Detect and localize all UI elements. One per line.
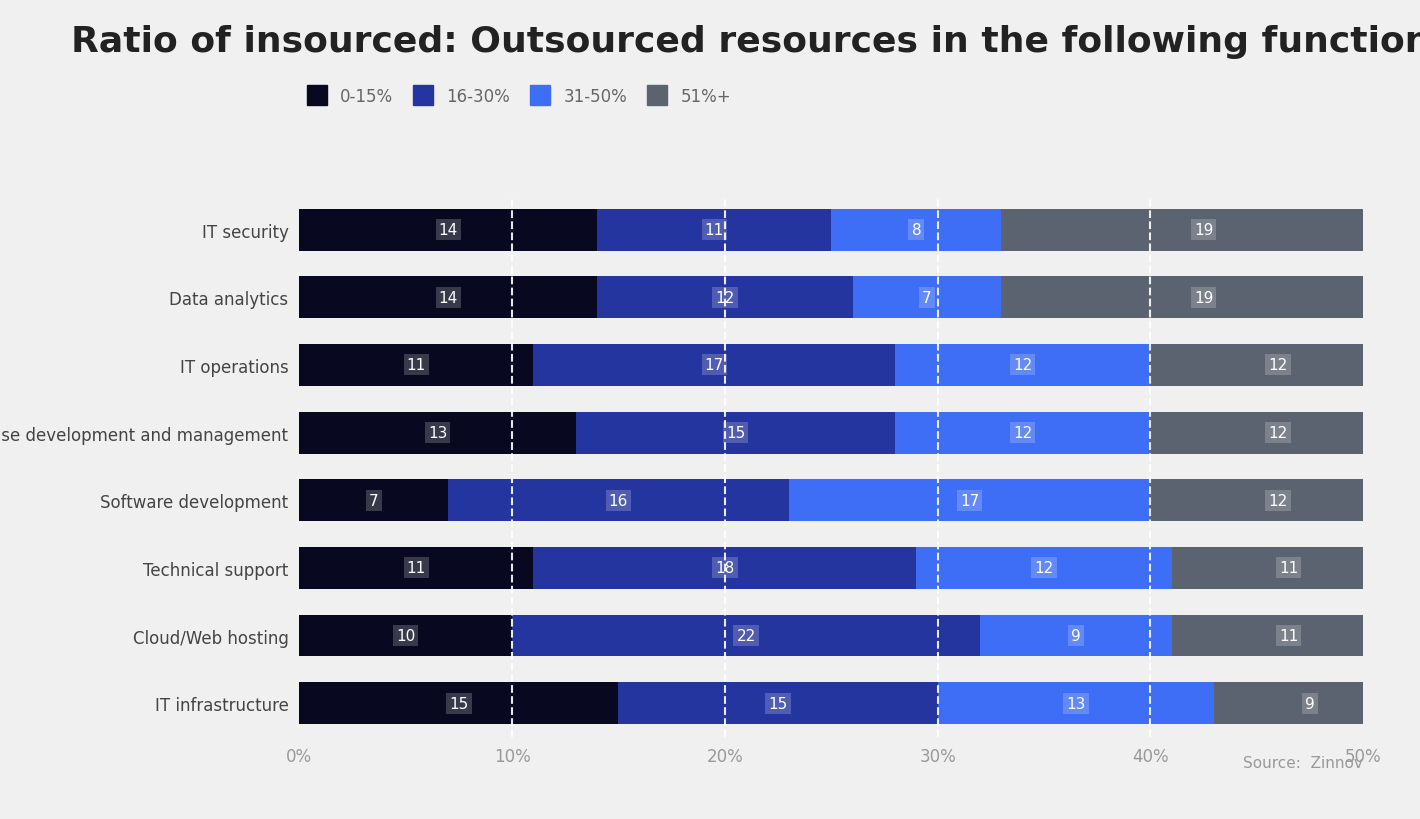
Text: 12: 12: [1268, 493, 1288, 508]
Bar: [980, 615, 1172, 657]
Text: 14: 14: [439, 223, 457, 238]
Bar: [1150, 480, 1406, 522]
Text: 8: 8: [912, 223, 922, 238]
Bar: [300, 210, 598, 251]
Bar: [598, 210, 831, 251]
Text: 17: 17: [960, 493, 980, 508]
Text: 19: 19: [1194, 291, 1213, 305]
Bar: [513, 615, 980, 657]
Text: 11: 11: [1279, 628, 1298, 643]
Text: 22: 22: [737, 628, 755, 643]
Text: 12: 12: [716, 291, 734, 305]
Bar: [937, 682, 1214, 724]
Legend: 0-15%, 16-30%, 31-50%, 51%+: 0-15%, 16-30%, 31-50%, 51%+: [307, 86, 731, 106]
Bar: [916, 547, 1172, 589]
Text: 7: 7: [369, 493, 379, 508]
Bar: [852, 277, 1001, 319]
Text: 17: 17: [704, 358, 724, 373]
Bar: [300, 682, 619, 724]
Bar: [895, 412, 1150, 454]
Bar: [300, 615, 513, 657]
Bar: [300, 345, 534, 387]
Text: 15: 15: [768, 696, 788, 711]
Text: Ratio of insourced: Outsourced resources in the following functions: Ratio of insourced: Outsourced resources…: [71, 25, 1420, 58]
Text: 13: 13: [427, 426, 447, 441]
Bar: [534, 547, 916, 589]
Text: 19: 19: [1194, 223, 1213, 238]
Text: 10: 10: [396, 628, 415, 643]
Bar: [1214, 682, 1406, 724]
Bar: [300, 480, 449, 522]
Bar: [1150, 345, 1406, 387]
Text: 7: 7: [922, 291, 932, 305]
Bar: [1150, 412, 1406, 454]
Text: 15: 15: [449, 696, 469, 711]
Bar: [598, 277, 852, 319]
Bar: [300, 412, 577, 454]
Bar: [895, 345, 1150, 387]
Text: 11: 11: [704, 223, 724, 238]
Text: 14: 14: [439, 291, 457, 305]
Bar: [1001, 210, 1406, 251]
Text: 12: 12: [1034, 561, 1054, 576]
Text: 11: 11: [1279, 561, 1298, 576]
Text: 11: 11: [406, 358, 426, 373]
Text: 9: 9: [1305, 696, 1315, 711]
Bar: [831, 210, 1001, 251]
Bar: [1172, 615, 1406, 657]
Text: Source:  Zinnov: Source: Zinnov: [1244, 755, 1363, 770]
Text: 18: 18: [716, 561, 734, 576]
Bar: [788, 480, 1150, 522]
Bar: [577, 412, 895, 454]
Text: 12: 12: [1012, 426, 1032, 441]
Bar: [300, 277, 598, 319]
Text: 11: 11: [406, 561, 426, 576]
Bar: [300, 547, 534, 589]
Bar: [449, 480, 788, 522]
Text: 12: 12: [1012, 358, 1032, 373]
Bar: [619, 682, 937, 724]
Text: 12: 12: [1268, 426, 1288, 441]
Text: 12: 12: [1268, 358, 1288, 373]
Text: 9: 9: [1071, 628, 1081, 643]
Bar: [1172, 547, 1406, 589]
Bar: [1001, 277, 1406, 319]
Text: 16: 16: [609, 493, 628, 508]
Bar: [534, 345, 895, 387]
Text: 13: 13: [1066, 696, 1086, 711]
Text: 15: 15: [726, 426, 746, 441]
